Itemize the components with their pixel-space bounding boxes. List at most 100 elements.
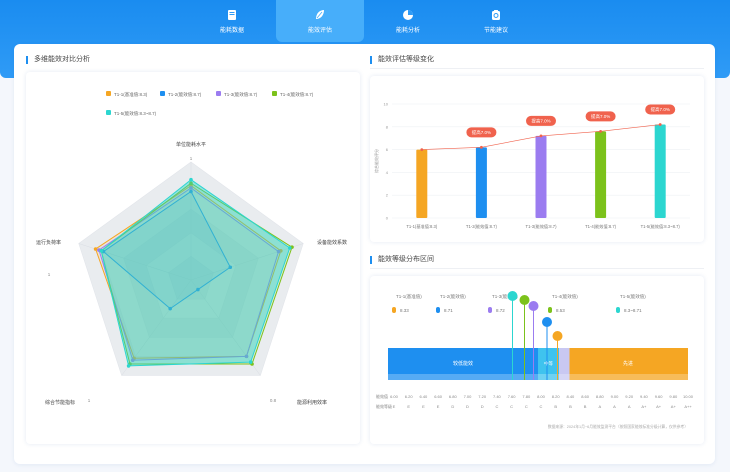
radar-scale-label: 0.8 xyxy=(270,398,277,403)
bar-annotation-label: 提高7.0% xyxy=(531,118,550,125)
nav-tabs: 能耗数据 能效评估 能耗分析 节能建议 xyxy=(188,0,540,42)
dist-legend-value: 8.53 xyxy=(556,308,565,313)
bar-ytick-label: 6 xyxy=(386,147,389,152)
dist-legend-swatch xyxy=(548,307,552,313)
dist-tick-label: 9.80 xyxy=(669,394,678,399)
leaf-icon xyxy=(316,9,324,19)
radar-series-area xyxy=(95,184,282,359)
dist-segment-shade xyxy=(388,374,688,380)
dist-tick-label: A+ xyxy=(671,404,677,409)
tab-efficiency-eval[interactable]: 能效评估 xyxy=(276,0,364,42)
radar-series-area xyxy=(98,187,280,361)
bar-annotation-badge xyxy=(585,111,616,122)
legend-swatch xyxy=(272,91,277,96)
dist-tick-label: A xyxy=(628,404,631,409)
radar-point xyxy=(99,249,104,253)
dist-tick-label: 8.80 xyxy=(596,394,605,399)
bar xyxy=(595,131,607,218)
dist-tick-label: 8.40 xyxy=(567,394,576,399)
radar-point xyxy=(168,306,172,311)
dist-legend-value: 8.72 xyxy=(496,308,505,313)
tab-energy-analysis[interactable]: 能耗分析 xyxy=(364,0,452,42)
radar-point xyxy=(228,265,233,270)
dist-footnote: 数据来源：2024年1月~6月能效监测平台（按照国家能效标准分级计算，仅供参考） xyxy=(548,424,688,429)
bar-trend-point xyxy=(599,129,602,133)
dist-marker-head xyxy=(542,317,552,327)
radar-axis xyxy=(190,279,261,376)
radar-card: T1-1(基准值:8.3) T1-2(能效值:8.7) T1-3(能效值:8.7) T… xyxy=(26,72,360,444)
distribution-chart: T1-1(基准值) 8.33 T1-2(能效值) 8.71 T1-3(能效值) 8.72 T… xyxy=(376,291,694,429)
bar-trend-point xyxy=(658,123,662,126)
distribution-card: T1-1(基准值) 8.33 T1-2(能效值) 8.71 T1-3(能效值) 8.72 T… xyxy=(370,276,704,444)
radar-scale-label: 1 xyxy=(88,398,91,403)
dist-legend-value: 8.3~8.71 xyxy=(624,308,642,313)
dist-legend-value: 8.71 xyxy=(444,308,453,313)
dist-tick-label: 6.00 xyxy=(390,394,399,399)
legend-swatch xyxy=(216,91,221,96)
bar-ylabel: 综合能效评分 xyxy=(373,149,379,173)
dist-legend-swatch xyxy=(436,307,440,313)
radar-point xyxy=(189,177,193,182)
legend-swatch xyxy=(106,91,111,96)
bar-card: 10 8 6 4 2 0 综合能效评分 T1-1(基准值:8.3) T1-2(能效值:8.7) T… xyxy=(370,76,704,242)
dist-legend-swatch xyxy=(616,307,620,313)
radar-point xyxy=(244,354,249,359)
bar-annotation-label: 提高7.0% xyxy=(651,106,670,113)
dist-tick-label: A+ xyxy=(656,404,662,409)
dist-tick-label: 6.20 xyxy=(405,394,414,399)
radar-point xyxy=(276,249,281,254)
dist-legend-name: T1-1(基准值) xyxy=(396,293,422,300)
dist-tick-label: E xyxy=(437,404,440,409)
bar-category-label: T1-1(基准值:8.3) xyxy=(406,223,438,230)
dist-tick-label: 8.00 xyxy=(537,394,546,399)
dist-tick-label: 9.40 xyxy=(640,394,649,399)
legend-label: T1-2(能效值:8.7) xyxy=(168,91,202,98)
dist-legend-name: T1-4(能效值) xyxy=(552,293,578,300)
bar-trend-point xyxy=(539,134,543,138)
bar xyxy=(416,149,428,218)
radar-indicator-label: 能源利用效率 xyxy=(297,399,327,406)
dist-tick-label: B xyxy=(584,404,587,409)
bar-ytick-label: 0 xyxy=(386,216,389,221)
dist-tick-label: E xyxy=(393,404,396,409)
dist-tick-label: 7.40 xyxy=(493,394,502,399)
divider xyxy=(370,68,704,69)
bar-annotation-badge xyxy=(645,104,676,115)
dist-tick-label: 9.00 xyxy=(611,394,620,399)
dist-segment xyxy=(538,348,559,380)
tab-label: 能耗数据 xyxy=(219,27,244,34)
tab-saving-advice[interactable]: 节能建议 xyxy=(452,0,540,42)
dist-marker-head xyxy=(507,291,518,301)
dist-tick-label: 6.80 xyxy=(449,394,458,399)
radar-point xyxy=(189,189,193,194)
radar-point xyxy=(248,360,253,364)
bar-section-title: 能效评估等级变化 xyxy=(370,56,434,64)
bar-ytick-label: 10 xyxy=(384,102,389,107)
bar-annotation-label: 提高7.0% xyxy=(591,113,610,120)
dist-tick-label: C xyxy=(525,404,528,409)
dist-tick-label: A+ xyxy=(641,404,647,409)
dist-legend-name: T1-5(能效值) xyxy=(620,293,646,300)
radar-section-title: 多维能效对比分析 xyxy=(26,56,90,64)
dist-marker-head xyxy=(519,295,530,305)
bar-trend-point xyxy=(480,145,483,149)
tab-label: 能效评估 xyxy=(307,27,332,34)
dist-tick-label: C xyxy=(510,404,513,409)
dist-tick-label: C xyxy=(540,404,543,409)
dist-tick-label: A++ xyxy=(684,404,692,409)
dist-segment-label: 中等 xyxy=(544,360,553,367)
dist-tick-label: D xyxy=(466,404,469,409)
dist-tick-label: 9.60 xyxy=(655,394,664,399)
dist-tick-label: D xyxy=(451,404,454,409)
dist-segment-label: 先进 xyxy=(623,360,633,367)
dist-tick-label: 7.00 xyxy=(464,394,473,399)
radar-scale-label: 1 xyxy=(190,156,193,161)
bar-category-label: T1-2(能效值:8.7) xyxy=(466,223,498,230)
dist-tick-label: 7.20 xyxy=(478,394,487,399)
bar xyxy=(654,124,666,218)
bar-annotation-label: 提高7.0% xyxy=(472,129,491,136)
tab-energy-data[interactable]: 能耗数据 xyxy=(188,0,276,42)
legend-swatch xyxy=(160,91,165,96)
legend-swatch xyxy=(106,110,111,115)
divider xyxy=(370,268,704,269)
